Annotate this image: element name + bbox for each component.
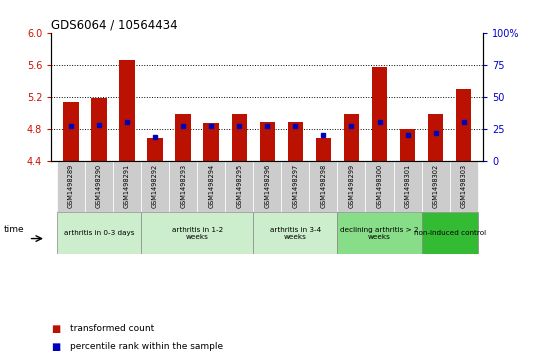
Text: GSM1498301: GSM1498301 [404, 163, 410, 208]
Text: GDS6064 / 10564434: GDS6064 / 10564434 [51, 19, 178, 32]
Text: GSM1498298: GSM1498298 [320, 163, 326, 208]
Text: percentile rank within the sample: percentile rank within the sample [70, 342, 224, 351]
Bar [428, 114, 443, 161]
Bar [309, 161, 338, 212]
Bar [253, 161, 281, 212]
Bar [141, 212, 253, 254]
Text: arthritis in 1-2
weeks: arthritis in 1-2 weeks [172, 227, 223, 240]
Text: GSM1498295: GSM1498295 [236, 163, 242, 208]
Bar [113, 161, 141, 212]
Text: GSM1498302: GSM1498302 [433, 163, 438, 208]
Text: GSM1498289: GSM1498289 [68, 163, 74, 208]
Bar [394, 161, 422, 212]
Bar [338, 212, 422, 254]
Bar [450, 161, 478, 212]
Bar [456, 89, 471, 161]
Text: GSM1498291: GSM1498291 [124, 163, 130, 208]
Bar [260, 122, 275, 161]
Text: non-induced control: non-induced control [414, 230, 485, 236]
Bar [338, 161, 366, 212]
Text: GSM1498300: GSM1498300 [376, 163, 382, 208]
Bar [372, 67, 387, 161]
Bar [232, 114, 247, 161]
Bar [281, 161, 309, 212]
Text: GSM1498299: GSM1498299 [348, 163, 354, 208]
Text: GSM1498290: GSM1498290 [96, 163, 102, 208]
Bar [119, 60, 135, 161]
Text: GSM1498293: GSM1498293 [180, 163, 186, 208]
Bar [197, 161, 225, 212]
Text: arthritis in 3-4
weeks: arthritis in 3-4 weeks [269, 227, 321, 240]
Bar [422, 161, 450, 212]
Text: GSM1498297: GSM1498297 [292, 163, 299, 208]
Bar [63, 102, 79, 161]
Bar [288, 122, 303, 161]
Text: time: time [4, 225, 24, 234]
Bar [147, 138, 163, 161]
Bar [57, 212, 141, 254]
Text: transformed count: transformed count [70, 324, 154, 333]
Text: ■: ■ [51, 342, 60, 352]
Text: GSM1498303: GSM1498303 [461, 163, 467, 208]
Bar [344, 114, 359, 161]
Bar [141, 161, 169, 212]
Bar [253, 212, 338, 254]
Bar [85, 161, 113, 212]
Bar [316, 138, 331, 161]
Text: GSM1498296: GSM1498296 [264, 163, 271, 208]
Bar [91, 98, 107, 161]
Text: ■: ■ [51, 323, 60, 334]
Bar [422, 212, 478, 254]
Text: GSM1498294: GSM1498294 [208, 163, 214, 208]
Bar [400, 129, 415, 161]
Bar [169, 161, 197, 212]
Bar [225, 161, 253, 212]
Bar [176, 114, 191, 161]
Text: GSM1498292: GSM1498292 [152, 163, 158, 208]
Text: arthritis in 0-3 days: arthritis in 0-3 days [64, 230, 134, 236]
Bar [366, 161, 394, 212]
Bar [204, 123, 219, 161]
Text: declining arthritis > 2
weeks: declining arthritis > 2 weeks [340, 227, 419, 240]
Bar [57, 161, 85, 212]
